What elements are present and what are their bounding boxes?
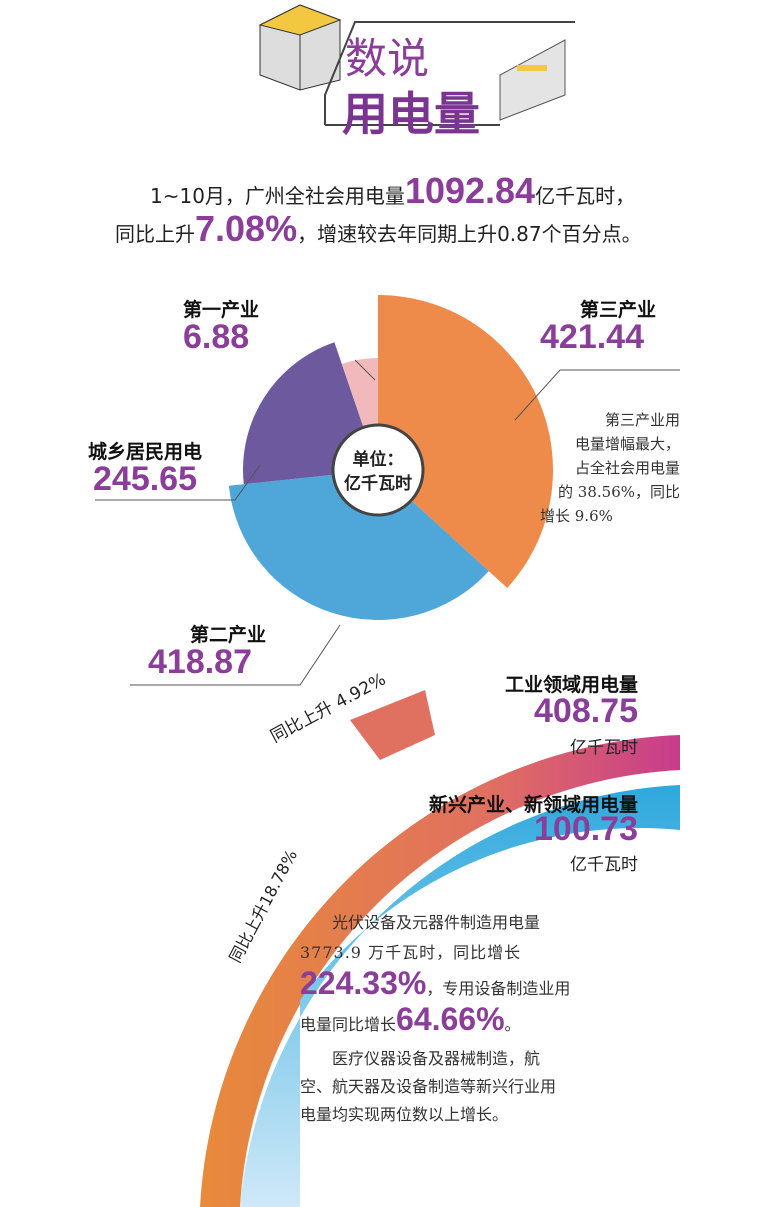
unit-value: 亿千瓦时 — [344, 474, 412, 494]
slice-label-tertiary: 第三产业 — [580, 299, 657, 321]
growth-value: 7.08% — [195, 208, 298, 249]
para-text: 。 — [504, 1015, 521, 1034]
industrial-tab — [350, 690, 435, 760]
intro-text: 1~10月，广州全社会用电量 — [150, 184, 405, 208]
header-illustration — [258, 4, 575, 126]
note-line: 第三产业用 — [604, 411, 680, 429]
slice-label-primary: 第一产业 — [183, 299, 260, 321]
industrial-unit: 亿千瓦时 — [570, 738, 638, 758]
note-line: 的 38.56%，同比 — [558, 483, 680, 501]
paragraph-1: 光伏设备及元器件制造用电量 3773.9 万千瓦时，同比增长 224.33%，专… — [300, 908, 660, 1040]
para-text: 医疗仪器设备及器械制造，航 — [332, 1049, 541, 1068]
intro-text: 同比上升 — [115, 222, 195, 246]
center-label: 单位： 亿千瓦时 — [333, 448, 423, 496]
slice-value-residential: 245.65 — [93, 460, 197, 498]
slice-1 — [228, 474, 489, 620]
intro-text: ，增速较去年同期上升0.87个百分点。 — [297, 222, 642, 246]
industrial-value: 408.75 — [534, 692, 638, 730]
emerging-label: 新兴产业、新领域用电量 — [428, 794, 638, 816]
leader-lines — [95, 359, 680, 686]
emerging-unit: 亿千瓦时 — [570, 855, 638, 875]
slice-value-primary: 6.88 — [183, 318, 250, 356]
slice-label-secondary: 第二产业 — [190, 624, 267, 646]
donut-hole — [331, 423, 425, 517]
slice-label-residential: 城乡居民用电 — [88, 441, 203, 463]
note-line: 电量增幅最大， — [574, 435, 680, 453]
total-value: 1092.84 — [404, 170, 536, 211]
para-text: 电量均实现两位数以上增长。 — [300, 1105, 509, 1124]
intro-unit: 亿千瓦时， — [535, 184, 636, 208]
note-line: 增长 9.6% — [540, 507, 613, 525]
emerging-arc — [240, 785, 680, 1207]
title-line2: 用电量 — [342, 87, 480, 141]
intro-line1: 1~10月，广州全社会用电量1092.84亿千瓦时， — [150, 170, 635, 212]
slice-0 — [378, 295, 553, 588]
para-text: 3773.9 万千瓦时，同比增长 — [300, 943, 522, 962]
slice-3 — [341, 358, 378, 428]
para-text: ，专用设备制造业用 — [426, 979, 571, 998]
equipment-growth: 64.66% — [396, 1001, 505, 1037]
industrial-arc — [200, 735, 680, 1207]
tertiary-note: 第三产业用 电量增幅最大， 占全社会用电量 的 38.56%，同比 增长 9.6… — [520, 408, 680, 528]
donut-chart — [228, 295, 553, 620]
intro-line2: 同比上升7.08%，增速较去年同期上升0.87个百分点。 — [115, 208, 642, 250]
slice-value-tertiary: 421.44 — [540, 318, 644, 356]
emerging-value: 100.73 — [534, 810, 638, 848]
para-text: 空、航天器及设备制造等新兴行业用 — [300, 1077, 557, 1096]
para-text: 电量同比增长 — [300, 1015, 397, 1034]
industrial-label: 工业领域用电量 — [504, 674, 638, 696]
slice-value-secondary: 418.87 — [148, 643, 252, 681]
slice-2 — [243, 342, 364, 485]
paragraph-2: 医疗仪器设备及器械制造，航 空、航天器及设备制造等新兴行业用 电量均实现两位数以… — [300, 1045, 670, 1129]
unit-label: 单位： — [352, 450, 404, 470]
note-line: 占全社会用电量 — [574, 459, 680, 477]
para-text: 光伏设备及元器件制造用电量 — [332, 913, 541, 932]
title-line1: 数说 — [345, 34, 430, 83]
pv-growth: 224.33% — [300, 965, 427, 1001]
